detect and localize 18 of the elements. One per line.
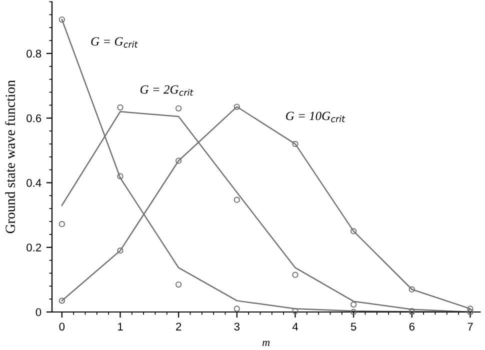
y-tick-label: 0.4 — [26, 178, 42, 187]
x-tick-label: 4 — [292, 322, 298, 330]
x-tick-label: 6 — [409, 322, 415, 331]
annotation: G = G$_{crit}$ — [91, 37, 138, 48]
annotation: G = 2G$_{crit}$ — [140, 85, 194, 96]
x-tick-label: 3 — [234, 322, 240, 331]
x-axis-title: m — [262, 340, 270, 346]
x-tick-label: 7 — [468, 322, 473, 330]
y-tick-label: 0.8 — [26, 50, 42, 58]
x-tick-label: 1 — [118, 322, 123, 330]
annotation: G = 10G$_{crit}$ — [286, 112, 346, 122]
y-tick-label: 0 — [36, 308, 42, 316]
x-tick-label: 5 — [350, 322, 356, 331]
y-axis-title: Ground state wave function — [5, 80, 15, 234]
x-tick-label: 2 — [176, 322, 182, 330]
x-tick-label: 0 — [59, 322, 65, 331]
y-tick-label: 0.2 — [26, 244, 42, 252]
y-tick-label: 0.6 — [26, 114, 42, 122]
